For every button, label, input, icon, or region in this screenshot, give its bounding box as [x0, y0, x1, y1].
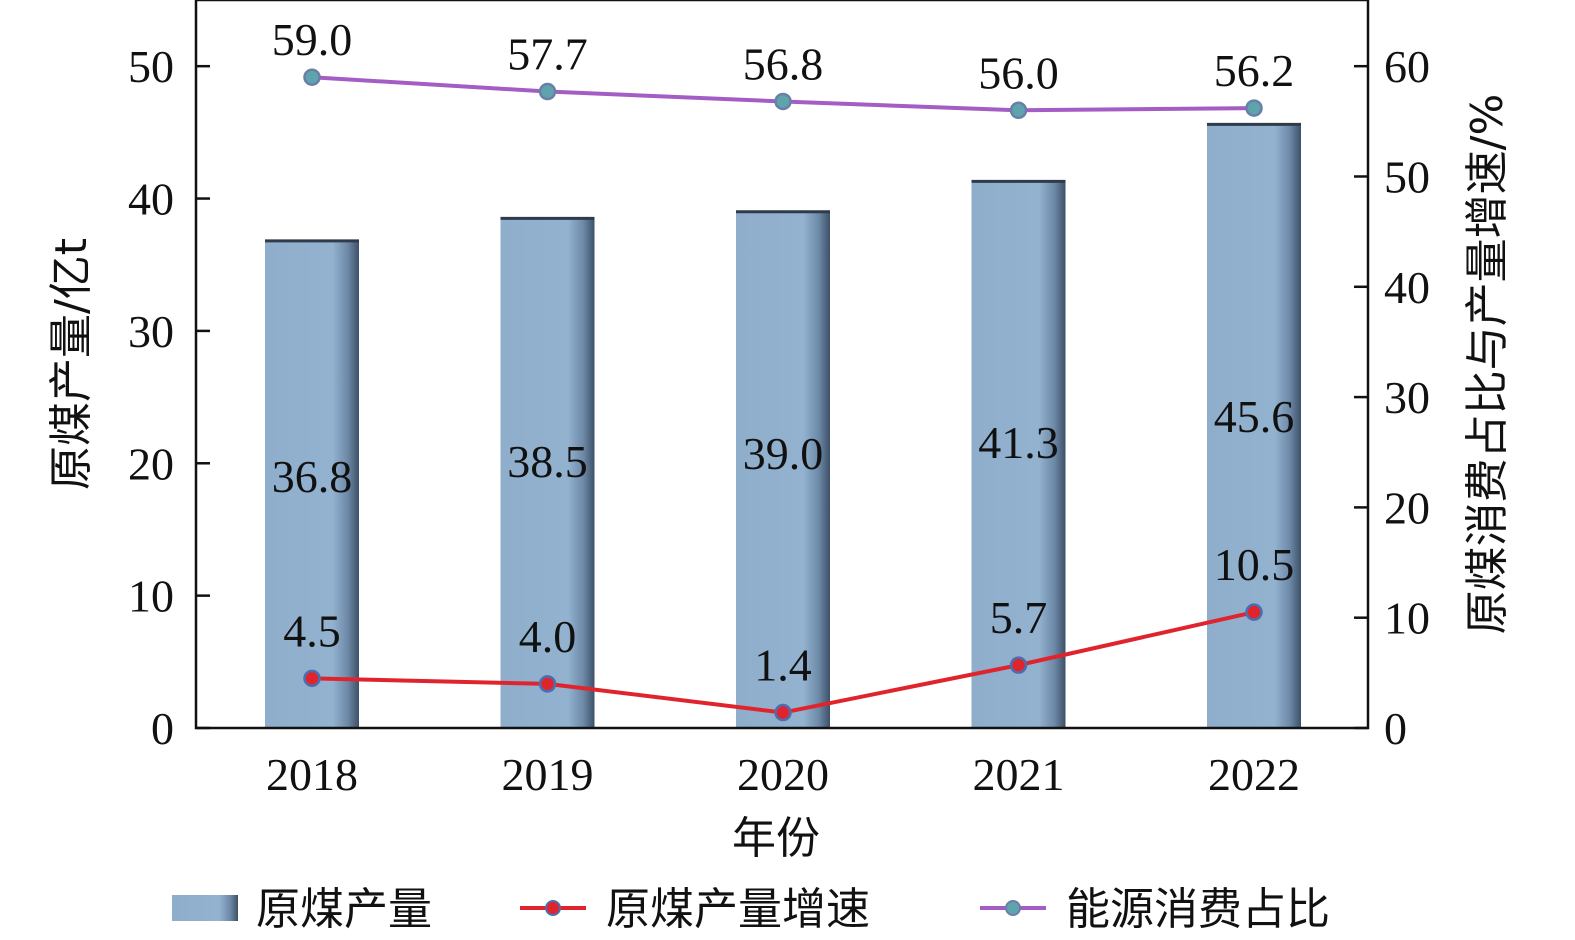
y-right-tick-label-0: 0: [1384, 703, 1407, 754]
legend-label-bar: 原煤产量: [256, 884, 432, 935]
point-share-2018: [303, 68, 321, 86]
legend-marker-growth: [545, 900, 561, 916]
point-growth-2019: [538, 675, 557, 693]
bar-2020: [736, 211, 830, 729]
legend: 原煤产量 原煤产量增速 能源消费占比: [172, 884, 1330, 935]
bar-value-label-2020: 39.0: [743, 428, 824, 479]
point-label-share-2019: 57.7: [507, 29, 588, 80]
y-left-tick-label-20: 20: [128, 438, 174, 489]
bar-value-label-2019: 38.5: [507, 436, 588, 487]
bar-value-label-2022: 45.6: [1214, 391, 1295, 442]
bar-value-label-2018: 36.8: [272, 451, 353, 502]
y-left-tick-label-30: 30: [128, 306, 174, 357]
legend-label-share: 能源消费占比: [1066, 884, 1330, 935]
point-share-2022: [1245, 99, 1263, 117]
point-growth-2018: [303, 669, 321, 688]
bar-2019: [500, 218, 595, 728]
x-tick-label-2019: 2019: [502, 749, 594, 800]
bar-2021: [971, 181, 1066, 728]
point-growth-2022: [1245, 603, 1263, 621]
y-axis-right-title: 原煤消费占比与产量增速/%: [1462, 94, 1513, 635]
legend-item-bar: 原煤产量: [172, 884, 432, 935]
bar-2022: [1207, 124, 1301, 729]
x-tick-label-2022: 2022: [1208, 749, 1300, 800]
ticks-layer: 0 10 20 30 40 50 0 10 20 30 40 50 60 2018 2019 2020 2021…: [128, 41, 1430, 800]
x-tick-label-2020: 2020: [737, 749, 829, 800]
y-left-tick-label-40: 40: [128, 174, 174, 225]
point-growth-2021: [1009, 656, 1028, 674]
point-label-growth-2018: 4.5: [283, 605, 341, 656]
y-right-tick-label-40: 40: [1384, 262, 1430, 313]
x-tick-label-2018: 2018: [266, 749, 358, 800]
point-share-2020: [774, 92, 792, 111]
point-label-growth-2020: 1.4: [754, 640, 812, 691]
plot-frame: [194, 0, 1370, 730]
y-right-tick-label-30: 30: [1384, 372, 1430, 423]
y-left-tick-label-0: 0: [151, 703, 174, 754]
lines-layer: 4.5 4.0 1.4 5.7 10.5 59.0 57.7 56.8 56.0 56.2: [272, 14, 1295, 722]
point-label-share-2021: 56.0: [978, 47, 1059, 98]
point-share-2019: [538, 82, 557, 101]
legend-swatch-bar: [172, 895, 238, 921]
x-tick-label-2021: 2021: [973, 749, 1065, 800]
y-left-tick-label-50: 50: [128, 41, 174, 92]
x-axis-title: 年份: [732, 813, 820, 864]
legend-item-share: 能源消费占比: [980, 884, 1330, 935]
y-left-tick-label-10: 10: [128, 571, 174, 622]
bars-layer: 36.8 38.5 39.0 41.3 45.6: [265, 122, 1301, 729]
legend-label-growth: 原煤产量增速: [606, 884, 870, 935]
legend-item-growth: 原煤产量增速: [520, 884, 870, 935]
y-right-tick-label-20: 20: [1384, 482, 1430, 533]
legend-marker-share: [1005, 900, 1021, 916]
bar-2018: [265, 240, 359, 728]
point-label-share-2020: 56.8: [743, 38, 824, 89]
y-right-tick-label-10: 10: [1384, 593, 1430, 644]
y-right-tick-label-60: 60: [1384, 41, 1430, 92]
point-share-2021: [1009, 101, 1028, 120]
point-label-growth-2021: 5.7: [990, 592, 1048, 643]
bar-value-label-2021: 41.3: [978, 417, 1059, 468]
point-label-share-2022: 56.2: [1214, 45, 1295, 96]
point-label-growth-2019: 4.0: [519, 611, 577, 662]
y-axis-left-title: 原煤产量/亿t: [46, 238, 97, 490]
point-growth-2020: [774, 703, 792, 722]
point-label-share-2018: 59.0: [272, 14, 353, 65]
y-right-tick-label-50: 50: [1384, 151, 1430, 202]
point-label-growth-2022: 10.5: [1214, 539, 1295, 590]
